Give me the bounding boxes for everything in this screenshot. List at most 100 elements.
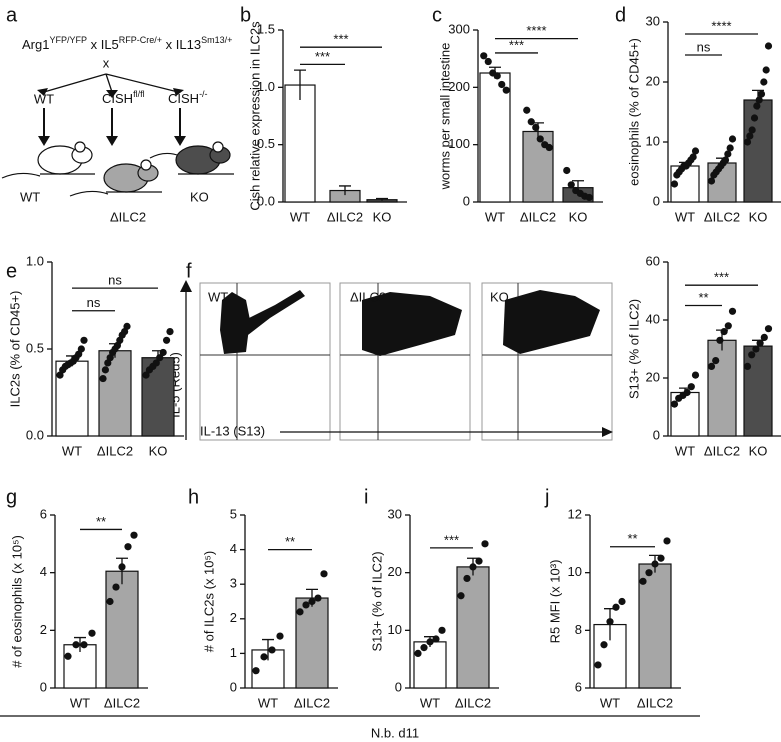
data-point bbox=[130, 531, 138, 539]
data-point bbox=[563, 166, 571, 175]
x-tick-label: KO bbox=[149, 443, 168, 458]
genotype-sup: Sm13/+ bbox=[201, 35, 232, 45]
data-point bbox=[463, 574, 471, 583]
panel-letter: e bbox=[6, 260, 17, 282]
data-point bbox=[689, 153, 697, 161]
y-tick-label: 0 bbox=[395, 679, 402, 694]
significance-label: *** bbox=[315, 49, 330, 64]
data-point bbox=[764, 42, 773, 50]
data-point bbox=[527, 118, 535, 126]
x-tick-label: KO bbox=[749, 443, 768, 458]
y-tick-label: 30 bbox=[388, 506, 402, 521]
data-point bbox=[320, 570, 328, 578]
panel-letter: d bbox=[615, 4, 626, 26]
data-point bbox=[567, 181, 575, 189]
y-tick-label: 10 bbox=[388, 622, 402, 637]
x-tick-label: ΔILC2 bbox=[704, 209, 740, 224]
y-axis-label: ILC2s (% of CD45+) bbox=[7, 291, 22, 408]
y-tick-label: 8 bbox=[575, 622, 582, 637]
data-point bbox=[721, 156, 730, 164]
data-point bbox=[594, 661, 602, 669]
data-point bbox=[743, 138, 752, 146]
data-point bbox=[314, 594, 322, 602]
x-tick-label: WT bbox=[675, 209, 695, 224]
data-point bbox=[302, 601, 310, 609]
data-point bbox=[99, 374, 107, 383]
bar bbox=[105, 570, 139, 689]
data-point bbox=[432, 635, 440, 643]
data-point bbox=[142, 371, 150, 379]
data-point bbox=[106, 597, 114, 606]
significance-label: ** bbox=[627, 531, 637, 546]
panel-letter: c bbox=[432, 4, 442, 26]
data-point bbox=[687, 383, 695, 391]
y-tick-label: 20 bbox=[646, 369, 660, 384]
y-tick-label: 0.0 bbox=[257, 193, 275, 208]
x-tick-label: KO bbox=[569, 209, 588, 224]
y-tick-label: 1.0 bbox=[257, 79, 275, 94]
data-point bbox=[724, 150, 732, 158]
data-point bbox=[268, 646, 276, 654]
data-point bbox=[156, 354, 164, 362]
footer: N.b. d11 bbox=[371, 725, 419, 740]
bar bbox=[743, 99, 773, 203]
data-point bbox=[112, 583, 120, 591]
x-tick-label: WT bbox=[420, 695, 440, 710]
x-tick-label: ΔILC2 bbox=[637, 695, 673, 710]
y-tick-label: 6 bbox=[40, 506, 47, 521]
x-tick-label: ΔILC2 bbox=[294, 695, 330, 710]
panel-letter: j bbox=[544, 486, 549, 508]
x-tick-label: WT bbox=[290, 209, 310, 224]
flow-title: WT bbox=[208, 289, 228, 304]
data-point bbox=[536, 135, 544, 143]
data-point bbox=[707, 177, 716, 185]
data-point bbox=[260, 653, 268, 661]
data-point bbox=[426, 638, 434, 646]
data-point bbox=[152, 359, 160, 367]
bar bbox=[479, 72, 511, 203]
data-point bbox=[748, 126, 756, 134]
group-label: WT bbox=[34, 91, 54, 106]
group-text: CISH bbox=[168, 91, 199, 106]
significance-label: *** bbox=[444, 532, 459, 547]
panel-letter: i bbox=[364, 486, 368, 508]
flow-plots bbox=[199, 282, 613, 441]
y-tick-label: 60 bbox=[646, 253, 660, 268]
y-tick-label: 4 bbox=[40, 564, 47, 579]
data-point bbox=[162, 336, 171, 344]
y-tick-label: 40 bbox=[646, 311, 660, 326]
data-point bbox=[663, 537, 671, 545]
data-point bbox=[716, 336, 724, 344]
group-label: CISHfl/fl bbox=[102, 89, 145, 106]
data-point bbox=[124, 543, 132, 551]
y-tick-label: 100 bbox=[448, 136, 470, 151]
group-sup: -/- bbox=[199, 89, 208, 99]
data-point bbox=[670, 180, 679, 188]
data-point bbox=[123, 322, 131, 330]
y-tick-label: 20 bbox=[388, 564, 402, 579]
data-point bbox=[728, 135, 737, 143]
y-tick-label: 200 bbox=[448, 79, 470, 94]
x-tick-label: WT bbox=[485, 209, 505, 224]
y-axis-label: # of ILC2s (x 10⁵) bbox=[201, 551, 216, 653]
y-tick-label: 1.0 bbox=[26, 253, 44, 268]
y-tick-label: 0 bbox=[653, 193, 660, 208]
x-tick-label: ΔILC2 bbox=[704, 443, 740, 458]
y-axis-label: # of eosinophils (x 10⁵) bbox=[9, 535, 24, 668]
data-point bbox=[645, 569, 653, 577]
significance-label: ns bbox=[697, 39, 711, 54]
data-point bbox=[683, 388, 691, 397]
genotype-sup: YFP/YFP bbox=[49, 35, 87, 45]
data-point bbox=[159, 348, 167, 357]
bar bbox=[284, 84, 316, 203]
x-tick-label: WT bbox=[675, 443, 695, 458]
bar bbox=[98, 350, 132, 437]
y-axis-label: R5 MFI (x 10³) bbox=[547, 560, 562, 644]
data-point bbox=[484, 57, 492, 66]
y-tick-label: 6 bbox=[575, 679, 582, 694]
significance-label: *** bbox=[714, 270, 729, 285]
data-point bbox=[296, 608, 304, 616]
data-point bbox=[757, 90, 766, 98]
data-point bbox=[724, 322, 732, 330]
genotype: Arg1YFP/YFP x IL5RFP-Cre/+ x IL13Sm13/+ bbox=[22, 35, 232, 52]
